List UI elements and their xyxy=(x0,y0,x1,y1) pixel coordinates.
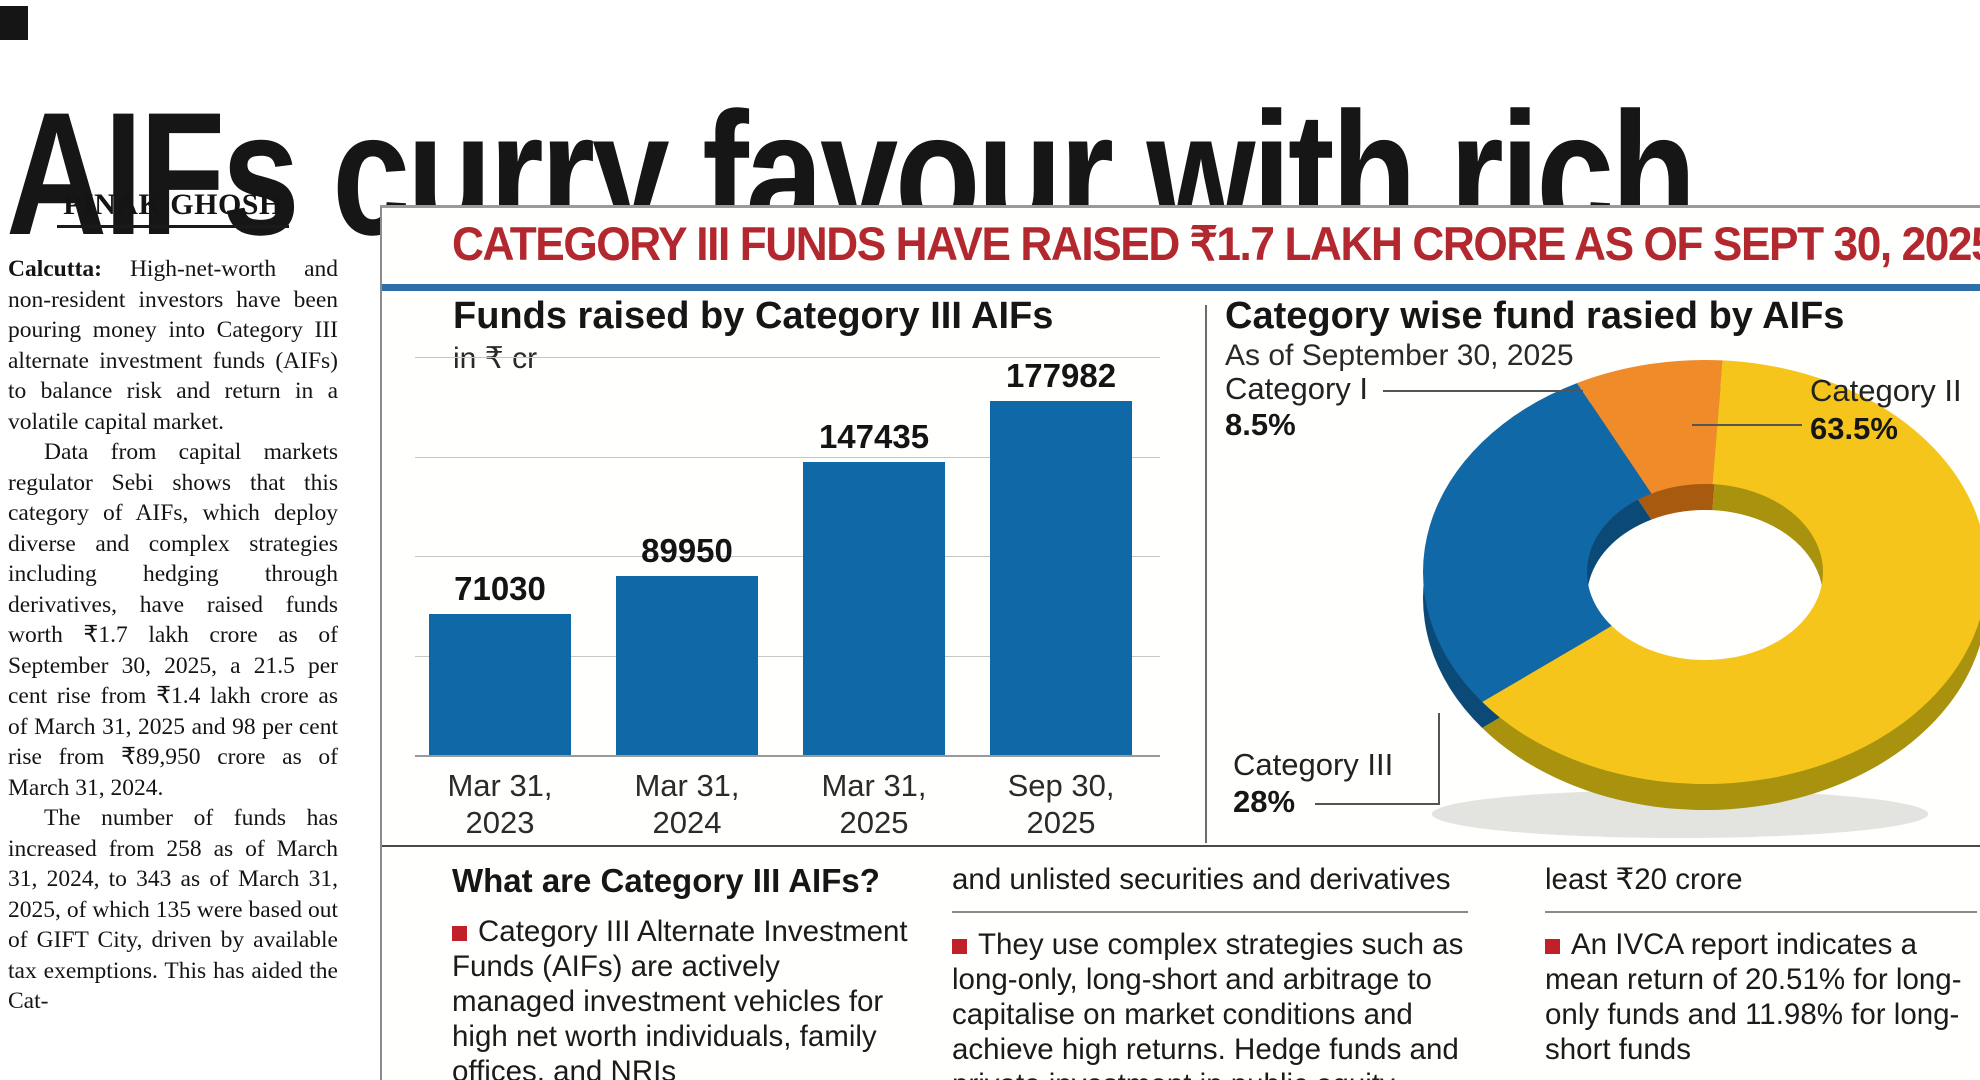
fact-item: and unlisted securities and derivatives xyxy=(952,863,1451,896)
donut-chart-panel: Category wise fund rasied by AIFs As of … xyxy=(1225,295,1980,845)
bar-chart-gridline xyxy=(415,556,1160,557)
dateline: Calcutta: xyxy=(8,256,102,282)
facts-column-3: least ₹20 crore An IVCA report indicates … xyxy=(1545,862,1977,1080)
fact-item: Category III Alternate Investment Funds … xyxy=(452,915,908,1080)
donut-slice-Category I xyxy=(1576,360,1723,494)
callout-category-2-value: 63.5% xyxy=(1810,411,1898,446)
facts-column-1: What are Category III AIFs? Category III… xyxy=(452,862,910,1080)
bar-x-axis-label: Mar 31, 2023 xyxy=(447,768,553,840)
fact-item: least ₹20 crore xyxy=(1545,863,1743,896)
bar-chart-baseline xyxy=(415,755,1160,757)
callout-category-2-label: Category II xyxy=(1810,373,1962,408)
byline-text: PINAK GHOSH xyxy=(57,188,289,228)
fact-divider xyxy=(952,911,1468,913)
facts-heading: What are Category III AIFs? xyxy=(452,862,880,899)
byline: PINAK GHOSH xyxy=(8,188,338,228)
bar-Mar 31, 2024 xyxy=(616,575,758,755)
callout-category-3-value: 28% xyxy=(1233,784,1296,819)
callout-category-1-label: Category I xyxy=(1225,371,1369,406)
donut-slice-Category II xyxy=(1482,360,1980,784)
bar-chart-unit: in ₹ cr xyxy=(453,342,538,375)
fact-item: An IVCA report indicates a mean return o… xyxy=(1545,928,1962,1066)
bar-value-label: 89950 xyxy=(641,531,733,569)
callout-category-1-value: 8.5% xyxy=(1225,407,1296,442)
donut-slice-Category III xyxy=(1423,383,1652,702)
bar-Mar 31, 2023 xyxy=(429,613,571,755)
donut-chart-subtitle: As of September 30, 2025 xyxy=(1225,339,1574,372)
bullet-square-icon xyxy=(952,939,967,954)
donut-chart xyxy=(1423,360,1980,838)
bullet-square-icon xyxy=(1545,939,1560,954)
scan-corner-mark xyxy=(0,6,28,40)
bar-Mar 31, 2025 xyxy=(803,461,945,755)
facts-column-2: and unlisted securities and derivatives T… xyxy=(952,862,1468,1080)
bar-chart-panel: Funds raised by Category III AIFs in ₹ c… xyxy=(415,295,1160,845)
fact-item: They use complex strategies such as long… xyxy=(952,928,1464,1080)
article-paragraph-1: Calcutta: High-net-worth and non-residen… xyxy=(8,256,338,435)
bar-x-axis-label: Sep 30, 2025 xyxy=(1007,768,1115,840)
bar-chart-title: Funds raised by Category III AIFs xyxy=(453,295,1054,337)
article-paragraph-3: The number of funds has increased from 2… xyxy=(8,805,338,1014)
bar-x-axis-label: Mar 31, 2025 xyxy=(821,768,927,840)
article-column: PINAK GHOSH Calcutta: High-net-worth and… xyxy=(8,188,338,1080)
facts-section-rule xyxy=(382,845,1980,847)
bar-chart-gridline xyxy=(415,655,1160,657)
article-paragraph-2: Data from capital markets regulator Sebi… xyxy=(8,439,338,801)
bar-x-axis-label: Mar 31, 2024 xyxy=(634,768,740,840)
bar-value-label: 71030 xyxy=(454,569,546,607)
banner-underline-rule xyxy=(382,284,1980,291)
callout-category-3-label: Category III xyxy=(1233,747,1394,782)
callout-category-2-leader-line xyxy=(1692,424,1802,426)
fact-divider xyxy=(1545,911,1977,913)
callout-category-3-leader-line xyxy=(1315,803,1440,805)
bar-value-label: 177982 xyxy=(1005,356,1117,394)
bar-value-label: 147435 xyxy=(818,417,930,455)
chart-panel-divider xyxy=(1205,305,1207,843)
donut-chart-title: Category wise fund rasied by AIFs xyxy=(1225,295,1845,337)
callout-category-1-leader-line xyxy=(1383,390,1583,392)
bullet-square-icon xyxy=(452,926,467,941)
bar-chart-gridline xyxy=(415,456,1160,458)
donut-shadow xyxy=(1431,790,1929,838)
callout-category-3-leader-elbow xyxy=(1438,713,1440,805)
infographic-banner: CATEGORY III FUNDS HAVE RAISED ₹1.7 LAKH… xyxy=(452,217,1980,270)
bar-Sep 30, 2025 xyxy=(990,400,1132,755)
bar-chart-gridline xyxy=(415,357,1160,358)
